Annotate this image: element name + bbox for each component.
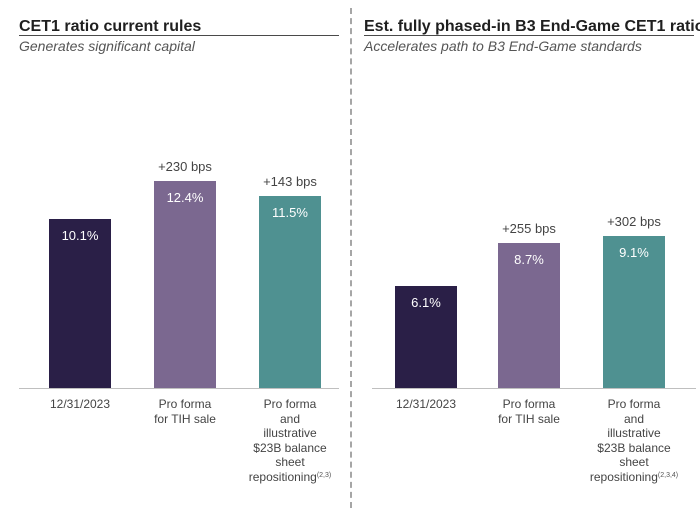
right-bar-increment-2: +255 bps: [502, 221, 556, 236]
left-category-label-2: Pro forma for TIH sale: [130, 397, 240, 426]
right-bar-2: [498, 243, 560, 388]
left-category-label-1: 12/31/2023: [25, 397, 135, 412]
category-line: for TIH sale: [498, 411, 560, 426]
category-line: 12/31/2023: [49, 397, 111, 411]
left-bar-2: [154, 181, 216, 388]
right-bar-value-3: 9.1%: [619, 245, 649, 260]
left-bar-value-3: 11.5%: [272, 205, 308, 220]
right-bar-3: [603, 236, 665, 388]
right-category-label-3: Pro forma and illustrative $23B balance shee…: [579, 397, 689, 484]
left-category-label-3: Pro forma and illustrative $23B balance shee…: [235, 397, 345, 484]
right-bar-increment-3: +302 bps: [607, 214, 661, 229]
right-chart-panel: Est. fully phased-in B3 End-Game CET1 ra…: [356, 0, 700, 512]
left-bar-value-1: 10.1%: [61, 228, 99, 243]
right-chart-title: Est. fully phased-in B3 End-Game CET1 ra…: [364, 18, 700, 35]
left-bar-3: [259, 196, 321, 388]
category-line: sheet: [619, 455, 649, 469]
left-x-axis: [19, 388, 339, 389]
category-line: Pro forma: [158, 397, 212, 411]
right-title-rule: [364, 35, 694, 36]
category-line: Pro forma: [502, 397, 556, 411]
category-line: and: [623, 411, 645, 426]
footnote-ref: (2,3,4): [657, 471, 679, 479]
left-bar-increment-2: +230 bps: [158, 159, 212, 174]
left-title-rule: [19, 35, 339, 36]
footnote-ref: (2,3): [316, 471, 332, 479]
category-line: for TIH sale: [154, 411, 216, 426]
left-bar-value-2: 12.4%: [166, 190, 204, 205]
category-line: repositioning: [589, 469, 658, 484]
left-chart-panel: CET1 ratio current rules Generates signi…: [0, 0, 345, 512]
category-line: Pro forma: [607, 397, 661, 411]
left-bar-1: [49, 219, 111, 388]
category-line: and: [279, 411, 301, 426]
right-chart-subtitle: Accelerates path to B3 End-Game standard…: [364, 38, 642, 54]
category-line: sheet: [275, 455, 305, 469]
category-line: $23B balance: [253, 440, 327, 455]
right-category-label-2: Pro forma for TIH sale: [474, 397, 584, 426]
left-bar-increment-3: +143 bps: [263, 174, 317, 189]
left-chart-subtitle: Generates significant capital: [19, 38, 195, 54]
right-bar-value-1: 6.1%: [411, 295, 441, 310]
category-line: 12/31/2023: [395, 397, 457, 411]
category-line: illustrative: [607, 426, 661, 440]
category-line: Pro forma: [263, 397, 317, 411]
category-line: repositioning: [248, 469, 317, 484]
right-bar-value-2: 8.7%: [514, 252, 544, 267]
right-bar-1: [395, 286, 457, 388]
right-category-label-1: 12/31/2023: [371, 397, 481, 412]
category-line: illustrative: [263, 426, 317, 440]
right-x-axis: [372, 388, 696, 389]
left-chart-title: CET1 ratio current rules: [19, 18, 202, 35]
category-line: $23B balance: [597, 440, 671, 455]
panel-divider: [350, 8, 352, 508]
